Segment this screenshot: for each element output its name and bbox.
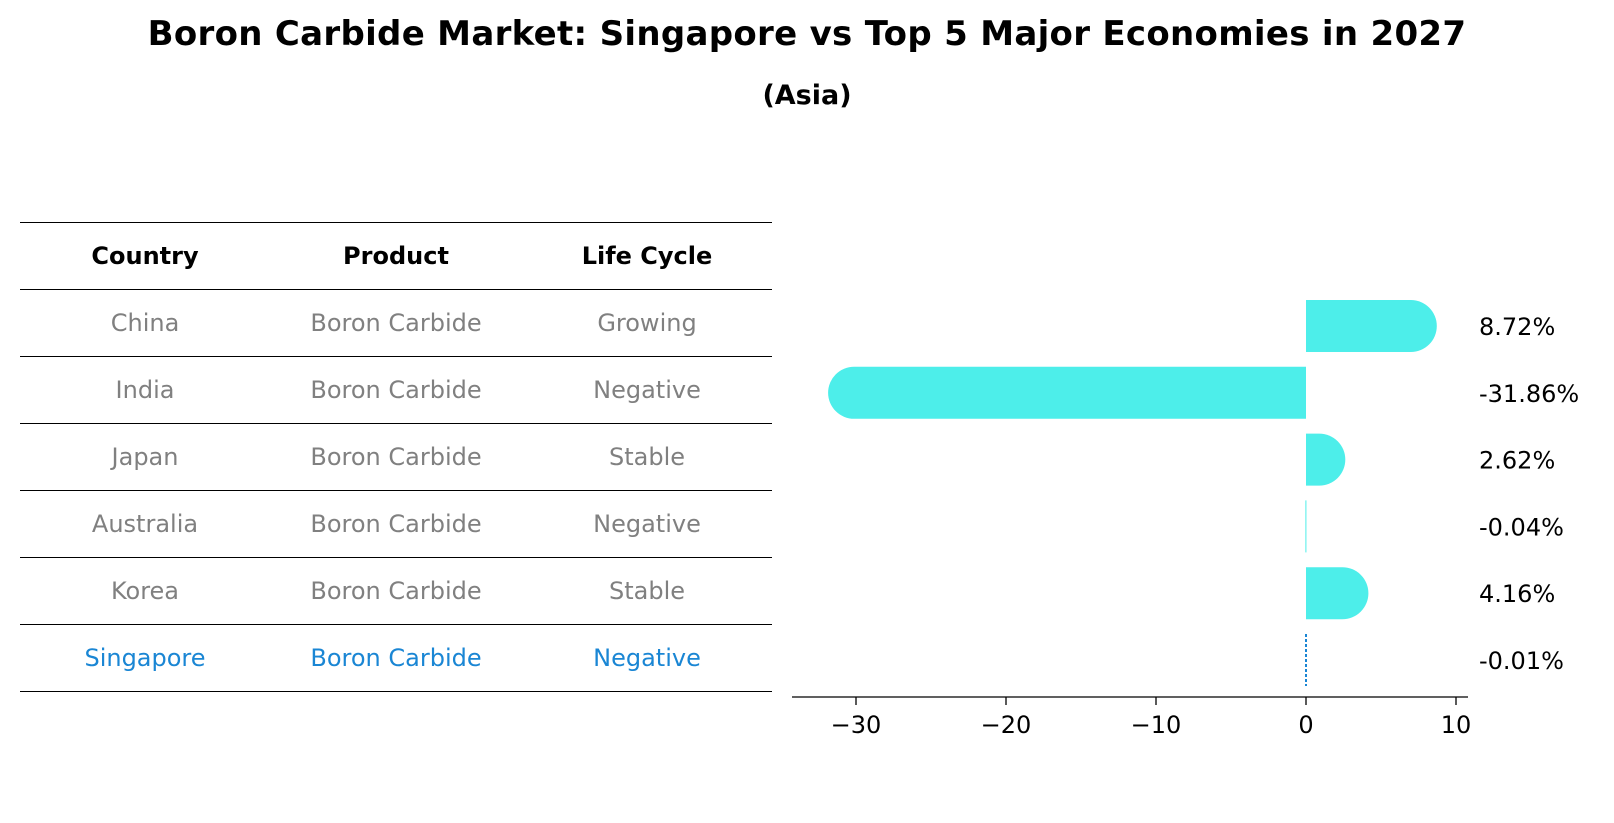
data-table: Country Product Life Cycle China Boron C… [20,222,772,692]
x-tick-label: −10 [1131,711,1182,739]
chart-subtitle: (Asia) [762,80,852,111]
chart-title: Boron Carbide Market: Singapore vs Top 5… [147,14,1467,54]
table-row: Japan Boron Carbide Stable [20,423,772,490]
cell-life-cycle: Negative [593,376,701,404]
value-label-japan: 2.62% [1479,447,1555,475]
bar-korea [1306,567,1369,620]
cell-life-cycle: Stable [608,577,686,605]
cell-country: Singapore [84,644,206,672]
table-row: Korea Boron Carbide Stable [20,557,772,624]
table-row: Australia Boron Carbide Negative [20,490,772,557]
bar-japan [1306,433,1346,486]
cell-product: Boron Carbide [310,577,482,605]
cell-product: Boron Carbide [310,376,482,404]
cell-country: China [110,309,180,337]
value-label-china: 8.72% [1479,313,1555,341]
table-row: India Boron Carbide Negative [20,356,772,423]
value-label-india: -31.86% [1479,380,1579,408]
cell-product: Boron Carbide [310,309,482,337]
header-country: Country [91,242,199,270]
cell-life-cycle: Stable [608,443,686,471]
value-label-korea: 4.16% [1479,580,1555,608]
x-tick-label: −30 [831,711,882,739]
x-tick-label: −20 [981,711,1032,739]
table-row: China Boron Carbide Growing [20,289,772,356]
cell-life-cycle: Negative [593,510,701,538]
bar-china [1306,300,1437,352]
value-label-singapore: -0.01% [1479,647,1564,675]
cell-country: Korea [110,577,180,605]
cell-life-cycle: Growing [597,309,697,337]
cell-country: Japan [111,443,179,471]
cell-product: Boron Carbide [310,443,482,471]
cell-product: Boron Carbide [310,644,482,672]
table-row-highlighted: Singapore Boron Carbide Negative [20,624,772,692]
x-tick-label: 10 [1441,711,1472,739]
bar-india [828,366,1306,419]
cell-product: Boron Carbide [310,510,482,538]
table-header-row: Country Product Life Cycle [20,222,772,289]
value-label-australia: -0.04% [1479,513,1564,541]
cell-country: India [115,376,175,404]
bar-australia [1305,500,1307,553]
header-product: Product [343,242,449,270]
x-tick-label: 0 [1298,711,1313,739]
cell-country: Australia [91,510,199,538]
header-life-cycle: Life Cycle [581,242,713,270]
cell-life-cycle: Negative [593,644,701,672]
